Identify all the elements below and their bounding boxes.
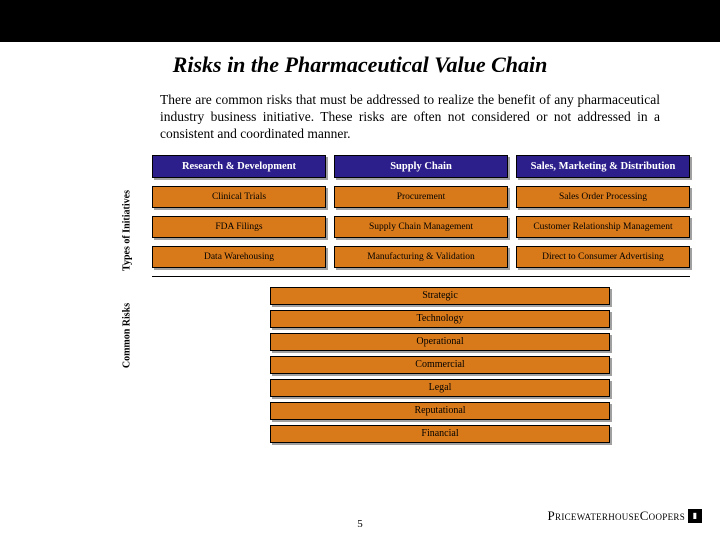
logo-mark-icon: ▮ <box>688 509 702 523</box>
col-header-supply: Supply Chain <box>334 155 508 178</box>
common-risks-list: Strategic Technology Operational Commerc… <box>270 287 610 443</box>
cell: Clinical Trials <box>152 186 326 208</box>
initiatives-grid: Clinical Trials Procurement Sales Order … <box>152 186 690 268</box>
risk-bar: Operational <box>270 333 610 351</box>
column-headers: Research & Development Supply Chain Sale… <box>152 155 690 178</box>
risk-bar: Commercial <box>270 356 610 374</box>
grid-row: Data Warehousing Manufacturing & Validat… <box>152 246 690 268</box>
cell: Customer Relationship Management <box>516 216 690 238</box>
section-divider <box>152 276 690 277</box>
grid-row: Clinical Trials Procurement Sales Order … <box>152 186 690 208</box>
cell: FDA Filings <box>152 216 326 238</box>
label-types-of-initiatives: Types of Initiatives <box>122 185 133 275</box>
cell: Direct to Consumer Advertising <box>516 246 690 268</box>
cell: Sales Order Processing <box>516 186 690 208</box>
cell: Data Warehousing <box>152 246 326 268</box>
intro-paragraph: There are common risks that must be addr… <box>160 92 660 143</box>
risk-bar: Technology <box>270 310 610 328</box>
label-common-risks: Common Risks <box>122 290 133 380</box>
top-bar <box>0 0 720 42</box>
logo-text: PricewaterhouseCoopers <box>547 508 685 524</box>
risk-bar: Strategic <box>270 287 610 305</box>
col-header-sales: Sales, Marketing & Distribution <box>516 155 690 178</box>
cell: Procurement <box>334 186 508 208</box>
risk-bar: Financial <box>270 425 610 443</box>
diagram-area: Types of Initiatives Common Risks Resear… <box>110 155 690 443</box>
risk-bar: Reputational <box>270 402 610 420</box>
grid-row: FDA Filings Supply Chain Management Cust… <box>152 216 690 238</box>
risk-bar: Legal <box>270 379 610 397</box>
cell: Supply Chain Management <box>334 216 508 238</box>
pwc-logo: PricewaterhouseCoopers ▮ <box>547 508 702 524</box>
cell: Manufacturing & Validation <box>334 246 508 268</box>
page-title: Risks in the Pharmaceutical Value Chain <box>0 52 720 78</box>
col-header-rd: Research & Development <box>152 155 326 178</box>
